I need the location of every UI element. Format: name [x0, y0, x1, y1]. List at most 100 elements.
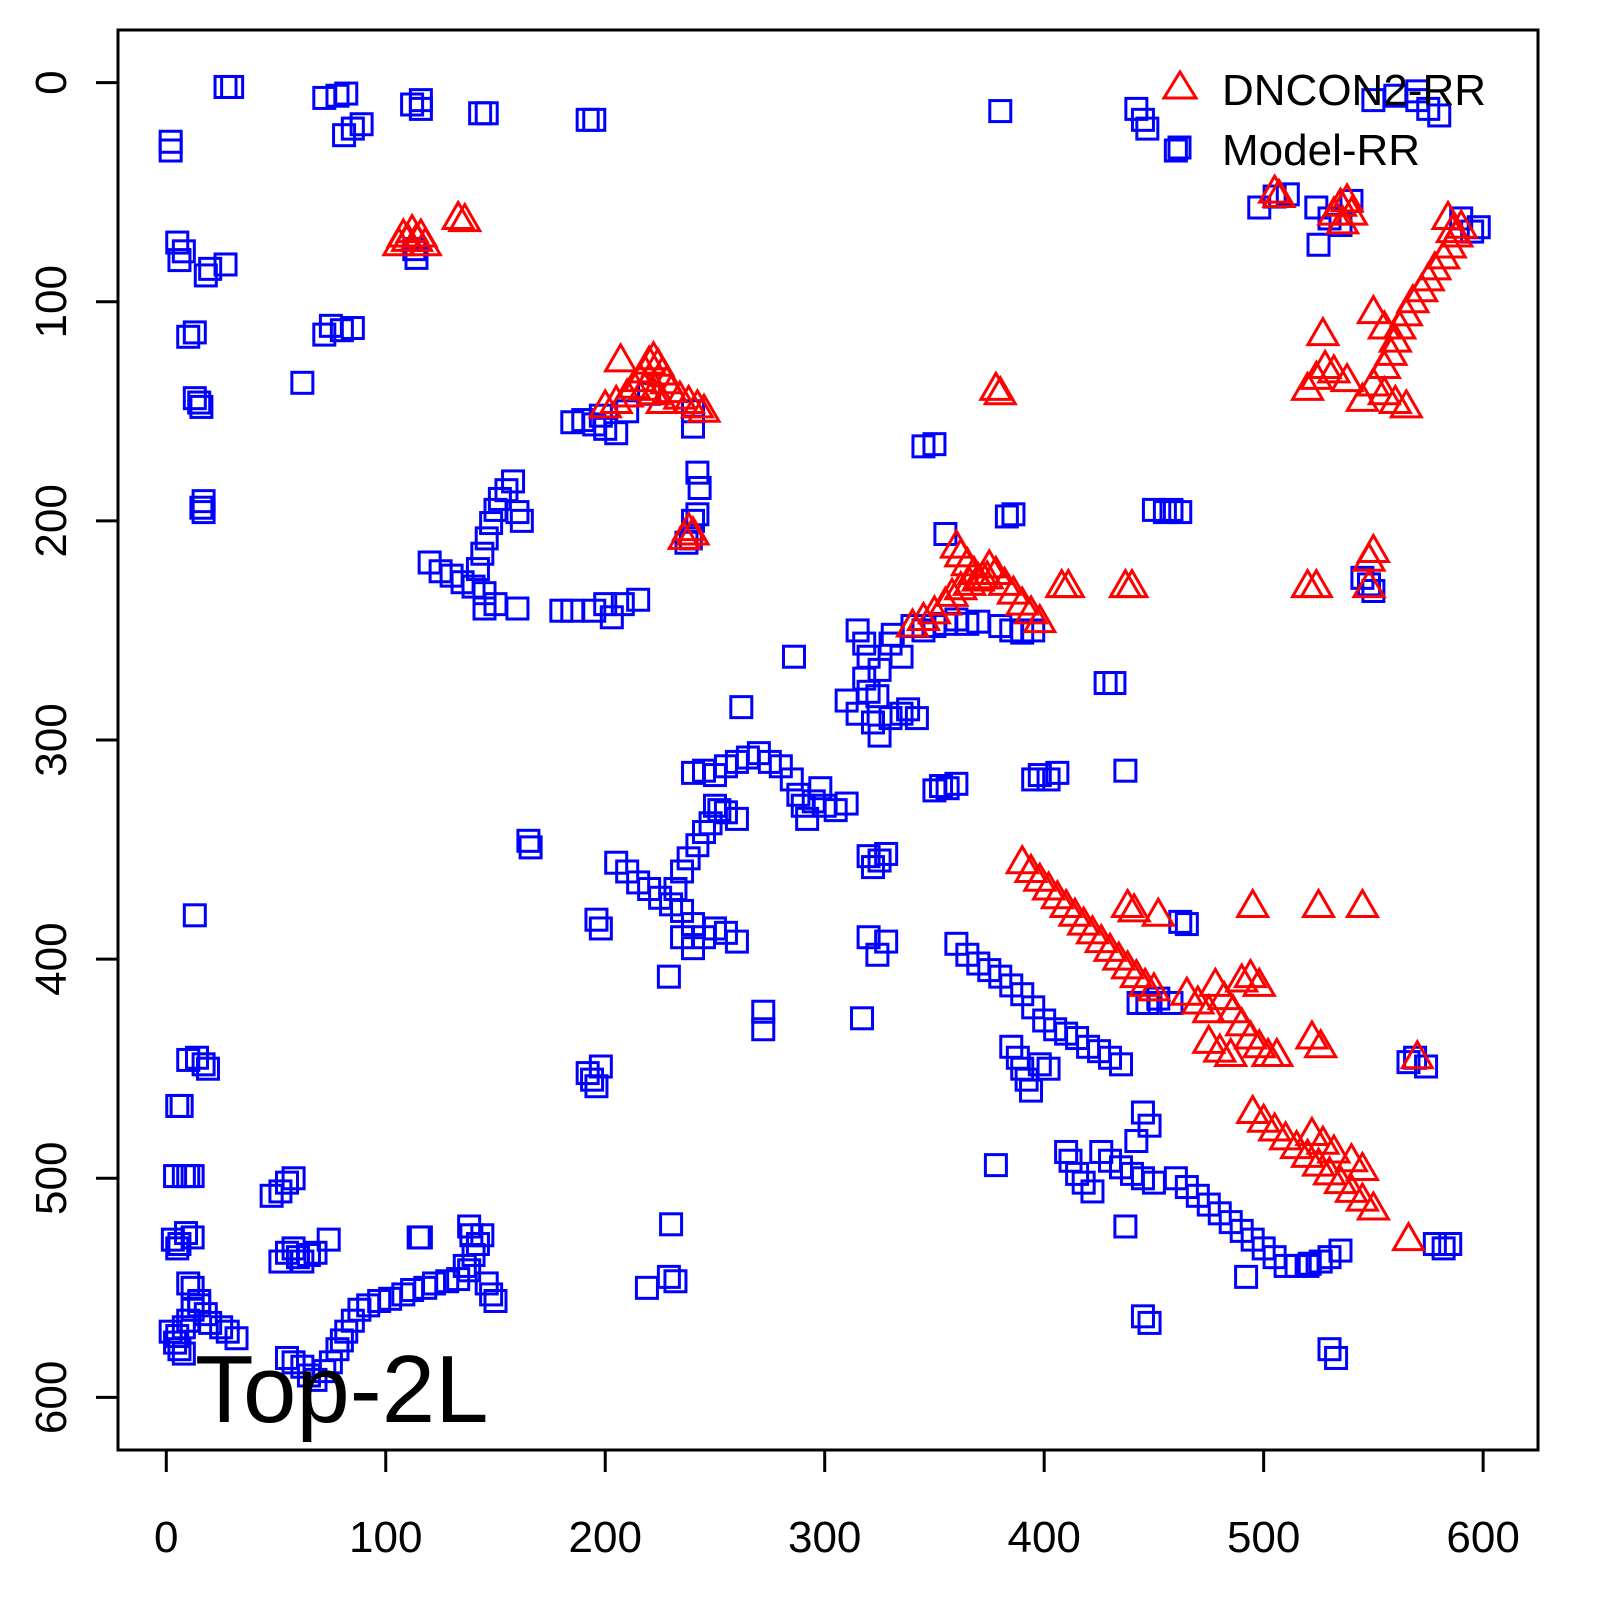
dncon2-rr-point: [1140, 896, 1176, 927]
dncon2-rr-point: [602, 341, 639, 373]
model-rr-point: [663, 877, 688, 902]
model-rr-point: [195, 1056, 220, 1081]
model-rr-point: [494, 478, 519, 503]
model-rr-point: [158, 129, 183, 154]
model-rr-point: [850, 1006, 875, 1031]
model-rr-point: [165, 1236, 190, 1261]
model-rr-point: [751, 999, 776, 1024]
dncon2-rr-point: [675, 515, 711, 546]
model-rr-point: [189, 394, 214, 419]
dncon2-rr-point: [1050, 567, 1086, 599]
model-rr-point: [1045, 760, 1070, 785]
model-rr-point: [505, 500, 530, 525]
dncon2-rr-point: [686, 392, 722, 423]
model-rr-point: [852, 631, 877, 656]
model-rr-point: [874, 929, 899, 954]
dncon2-rr-point: [1022, 602, 1058, 634]
dncon2-rr-point: [1300, 887, 1337, 919]
model-rr-point: [191, 1052, 216, 1077]
model-rr-point: [180, 1275, 205, 1300]
model-rr-point: [634, 1275, 659, 1300]
model-rr-point: [874, 841, 899, 866]
dncon2-rr-point: [1333, 1141, 1370, 1173]
model-rr-point: [1113, 1214, 1138, 1239]
dncon2-rr-point: [916, 593, 953, 625]
model-rr-point: [325, 83, 350, 108]
model-rr-point: [659, 1212, 684, 1237]
dncon2-rr-point: [934, 576, 970, 607]
dncon2-rr-point: [1307, 348, 1343, 379]
model-rr-point: [681, 414, 706, 439]
model-rr-point: [479, 511, 504, 536]
dncon2-rr-point: [1355, 293, 1391, 325]
model-rr-point: [268, 1179, 293, 1204]
y-tick-label: 100: [27, 265, 76, 338]
y-tick-label: 500: [27, 1142, 76, 1215]
model-rr-point: [860, 855, 885, 880]
model-rr-point: [483, 1288, 508, 1313]
model-rr-point: [935, 776, 960, 801]
model-rr-point: [316, 1227, 341, 1252]
dncon2-rr-point: [407, 225, 443, 257]
dncon2-rr-point: [671, 510, 707, 542]
dncon2-rr-point: [627, 370, 663, 401]
model-rr-point: [182, 320, 207, 345]
model-rr-point: [1027, 763, 1052, 788]
model-rr-point: [465, 557, 490, 582]
model-rr-point: [904, 706, 929, 731]
model-rr-point: [795, 806, 820, 831]
x-tick-label: 600: [1446, 1513, 1519, 1562]
model-rr-point: [171, 1341, 196, 1366]
dncon2-rr-point: [1344, 1150, 1381, 1182]
dncon2-rr-point: [447, 201, 483, 233]
x-tick-label: 300: [788, 1513, 861, 1562]
model-rr-point: [408, 96, 433, 121]
dncon2-rr-point: [1329, 181, 1365, 213]
model-rr-point: [169, 1093, 194, 1118]
dncon2-rr-point: [644, 383, 680, 415]
model-rr-point: [296, 1242, 321, 1267]
legend-label-model-rr: Model-RR: [1222, 126, 1420, 175]
model-rr-point: [1405, 88, 1430, 113]
dncon2-rr-point: [440, 199, 476, 230]
model-rr-point: [1058, 1148, 1083, 1173]
model-rr-point: [290, 370, 315, 395]
model-rr-point: [1396, 1050, 1421, 1075]
model-rr-point: [988, 99, 1013, 124]
dncon2-rr-point: [1257, 173, 1293, 204]
model-rr-point: [1001, 502, 1026, 527]
dncon2-rr-point: [971, 547, 1007, 579]
model-rr-point: [213, 252, 238, 277]
dncon2-rr-point: [1136, 970, 1172, 1002]
dncon2-rr-point: [1109, 887, 1146, 919]
model-rr-point: [518, 835, 543, 860]
model-rr-point: [1093, 671, 1118, 696]
y-tick-label: 400: [27, 922, 76, 995]
model-rr-point: [1317, 1337, 1342, 1362]
dncon2-rr-point: [1294, 1115, 1330, 1146]
dncon2-rr-series: [381, 173, 1479, 1252]
model-rr-point: [459, 1223, 484, 1248]
legend: DNCON2-RR Model-RR: [1161, 66, 1486, 175]
model-rr-point: [174, 1221, 199, 1246]
model-rr-point: [457, 1214, 482, 1239]
model-rr-point: [889, 701, 914, 726]
dncon2-rr-point: [1305, 1124, 1341, 1155]
dncon2-rr-point: [398, 221, 435, 252]
dncon2-rr-point: [1289, 370, 1326, 401]
dncon2-rr-point: [956, 554, 992, 585]
dncon2-rr-point: [671, 383, 707, 415]
model-rr-point: [729, 695, 754, 720]
model-rr-point: [349, 112, 374, 137]
dncon2-rr-point: [1355, 532, 1391, 564]
dncon2-rr-point: [1305, 315, 1341, 347]
dncon2-rr-point: [1316, 1132, 1352, 1164]
model-rr-point: [1422, 1232, 1447, 1257]
model-rr-point: [687, 475, 712, 500]
model-rr-point: [187, 390, 212, 415]
model-rr-point: [281, 1350, 306, 1375]
model-rr-point: [1089, 1139, 1114, 1164]
dncon2-rr-point: [598, 383, 634, 415]
dncon2-rr-point: [679, 387, 716, 419]
